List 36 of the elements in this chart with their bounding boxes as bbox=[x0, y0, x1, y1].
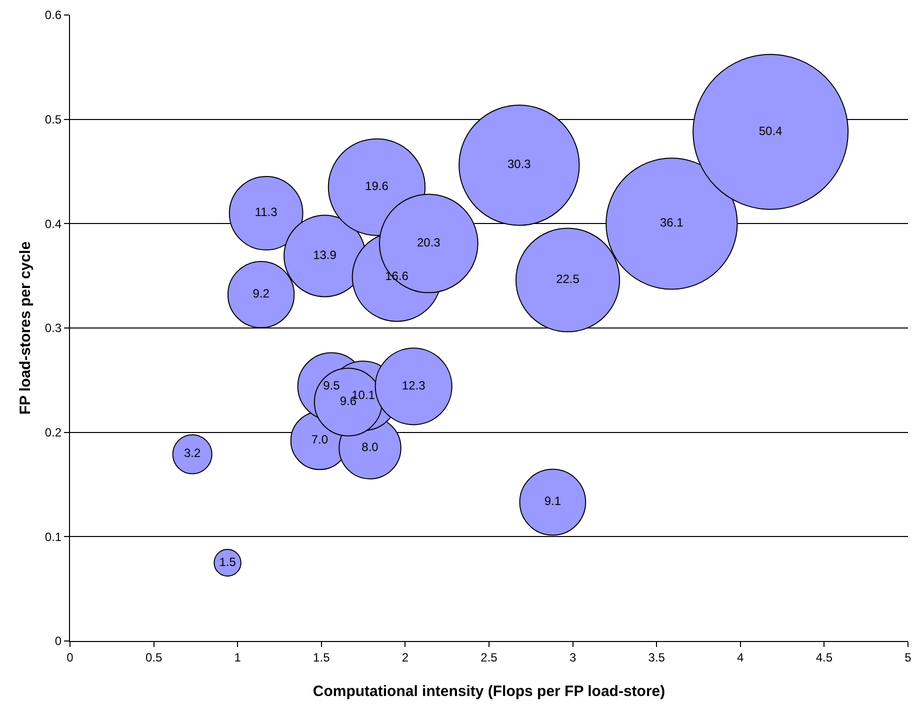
y-tick-label: 0.2 bbox=[44, 426, 62, 440]
data-label: 20.3 bbox=[416, 235, 441, 250]
data-label: 7.0 bbox=[311, 432, 328, 447]
y-tick-label: 0.4 bbox=[44, 216, 62, 231]
x-tick-label: 5 bbox=[904, 650, 912, 664]
x-tick-label: 0.5 bbox=[145, 650, 162, 664]
data-label: 30.3 bbox=[507, 157, 532, 172]
x-tick-label: 1.5 bbox=[313, 650, 330, 664]
x-tick-label: 4 bbox=[737, 650, 744, 664]
x-tick-label: 1 bbox=[234, 650, 242, 664]
data-label: 9.1 bbox=[544, 494, 562, 508]
y-tick-label: 0.3 bbox=[44, 321, 62, 336]
data-label: 36.1 bbox=[660, 216, 684, 230]
data-label: 11.3 bbox=[254, 205, 278, 220]
y-tick-label: 0.6 bbox=[44, 8, 62, 22]
data-label: 9.5 bbox=[323, 378, 340, 392]
y-tick-label: 0.1 bbox=[44, 530, 62, 544]
data-label: 13.9 bbox=[313, 248, 337, 262]
y-tick-label: 0.5 bbox=[44, 112, 62, 127]
x-tick-label: 3 bbox=[569, 650, 576, 664]
x-tick-label: 2 bbox=[402, 650, 409, 664]
x-tick-label: 0 bbox=[66, 650, 74, 664]
data-label: 8.0 bbox=[362, 440, 379, 454]
data-label: 9.2 bbox=[252, 286, 270, 301]
x-axis-title: Computational intensity (Flops per FP load-store) bbox=[312, 683, 666, 700]
x-tick-label: 2.5 bbox=[480, 650, 498, 664]
data-label: 3.2 bbox=[184, 446, 202, 460]
data-label: 50.4 bbox=[758, 124, 783, 138]
y-tick-label: 0 bbox=[54, 634, 62, 648]
data-label: 22.5 bbox=[556, 272, 580, 286]
data-label: 12.3 bbox=[402, 378, 426, 392]
x-tick-label: 3.5 bbox=[648, 650, 666, 664]
y-axis-title: FP load-stores per cycle bbox=[17, 241, 34, 415]
data-label: 1.5 bbox=[219, 554, 236, 569]
data-label: 19.6 bbox=[365, 179, 389, 194]
x-tick-label: 4.5 bbox=[816, 650, 833, 664]
